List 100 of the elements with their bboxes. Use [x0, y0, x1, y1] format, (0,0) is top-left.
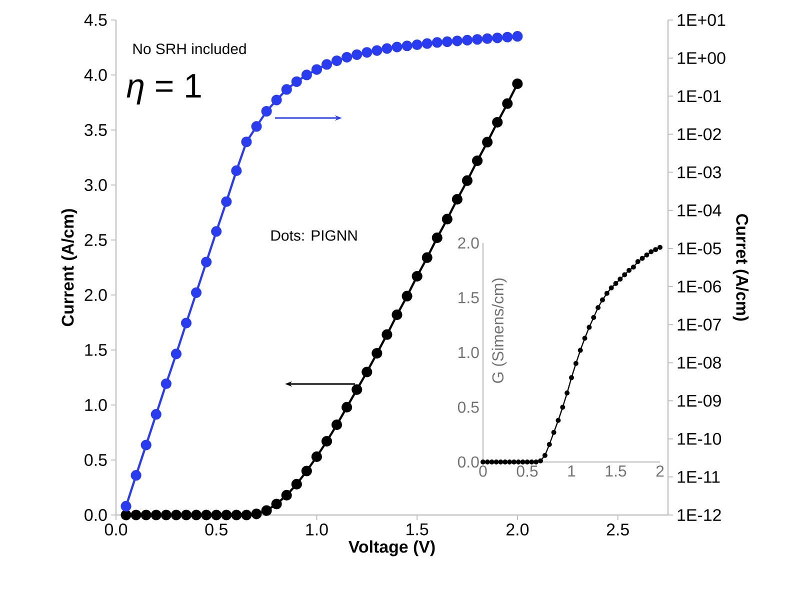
point	[484, 460, 490, 464]
point	[150, 510, 162, 520]
x-axis-title: Voltage (V)	[348, 540, 435, 556]
x-tick-label: 1.0	[306, 524, 328, 536]
annotation: η = 1	[126, 74, 201, 105]
y-tick-label: 4.5	[84, 14, 107, 26]
point	[600, 297, 605, 302]
point	[120, 500, 132, 512]
x-tick-label: 1	[568, 466, 576, 476]
y2-axis-title: Curret (A/cm)	[732, 214, 749, 321]
y2-tick-label: 1E+00	[678, 52, 726, 64]
y-tick-label: 4.0	[84, 69, 107, 81]
point	[462, 175, 473, 186]
point	[569, 375, 574, 380]
point	[160, 510, 172, 520]
y2-tick-label: 1E-11	[678, 471, 720, 483]
point	[321, 59, 332, 70]
point	[442, 36, 453, 48]
point	[596, 305, 601, 310]
point	[291, 76, 302, 87]
y-axis-title: G (Simens/cm)	[492, 278, 507, 383]
y-tick-label: 2.5	[84, 234, 107, 246]
point	[578, 348, 583, 353]
point	[241, 510, 252, 520]
y-axis-title: Current (A/cm)	[61, 209, 78, 326]
point	[311, 451, 322, 462]
point	[502, 98, 513, 109]
x-tick-label: 1.5	[406, 524, 428, 536]
point	[608, 285, 614, 290]
point	[524, 460, 530, 464]
point	[261, 505, 272, 516]
point	[180, 510, 192, 520]
point	[520, 460, 526, 464]
point	[271, 94, 282, 106]
point	[626, 268, 632, 273]
x-tick-label: 0.5	[205, 524, 228, 536]
y-tick-label: 0.5	[458, 402, 479, 413]
point	[546, 442, 552, 447]
y2-tick-label: 1E-10	[678, 432, 722, 445]
point	[640, 256, 645, 261]
point	[251, 121, 262, 132]
y-tick-label: 3.0	[84, 179, 107, 191]
point	[190, 287, 202, 298]
point	[452, 36, 463, 46]
x-tick-label: 0.5	[516, 466, 538, 477]
y2-tick-label: 1E-06	[678, 280, 721, 293]
point	[382, 329, 392, 340]
y2-tick-label: 1E-12	[678, 509, 721, 521]
point	[231, 510, 242, 520]
x-tick-label: 0.0	[104, 524, 128, 536]
x-tick-label: 0	[479, 466, 487, 477]
point	[211, 510, 222, 520]
point	[452, 194, 463, 205]
point	[120, 510, 132, 520]
point	[472, 34, 483, 45]
point	[564, 390, 570, 396]
point	[180, 318, 192, 328]
point	[658, 244, 663, 250]
point	[586, 324, 592, 330]
point	[140, 510, 152, 520]
point	[392, 42, 402, 52]
x-tick-label: 1.5	[606, 466, 626, 477]
point	[352, 384, 362, 395]
y-tick-label: 2.0	[458, 237, 479, 249]
y-tick-label: 0.5	[84, 454, 107, 466]
point	[130, 510, 142, 520]
point	[372, 348, 382, 359]
point	[140, 440, 152, 450]
point	[170, 510, 182, 520]
point	[560, 404, 566, 410]
point	[342, 52, 352, 63]
point	[507, 460, 512, 464]
point	[511, 460, 516, 464]
point	[635, 259, 640, 264]
point	[551, 430, 556, 435]
point	[332, 420, 342, 430]
y-tick-label: 1.5	[85, 344, 107, 356]
y-tick-label: 0.0	[84, 509, 107, 521]
point	[281, 84, 292, 95]
y2-tick-label: 1E-01	[678, 90, 721, 102]
point	[502, 32, 513, 42]
point	[591, 314, 596, 320]
point	[604, 290, 610, 296]
point	[462, 34, 473, 46]
point	[362, 47, 372, 58]
point	[432, 232, 442, 244]
annotation: No SRH included	[133, 43, 246, 54]
point	[261, 106, 272, 117]
point	[480, 460, 486, 464]
y-tick-label: 1.5	[458, 292, 479, 304]
point	[281, 490, 292, 500]
point	[342, 402, 352, 412]
annotation: Dots: PIGNN	[271, 230, 357, 241]
point	[494, 460, 499, 464]
point	[648, 249, 654, 254]
point	[422, 38, 432, 49]
point	[160, 378, 172, 390]
point	[362, 366, 372, 378]
y-tick-label: 2.0	[84, 289, 107, 301]
point	[622, 272, 628, 278]
